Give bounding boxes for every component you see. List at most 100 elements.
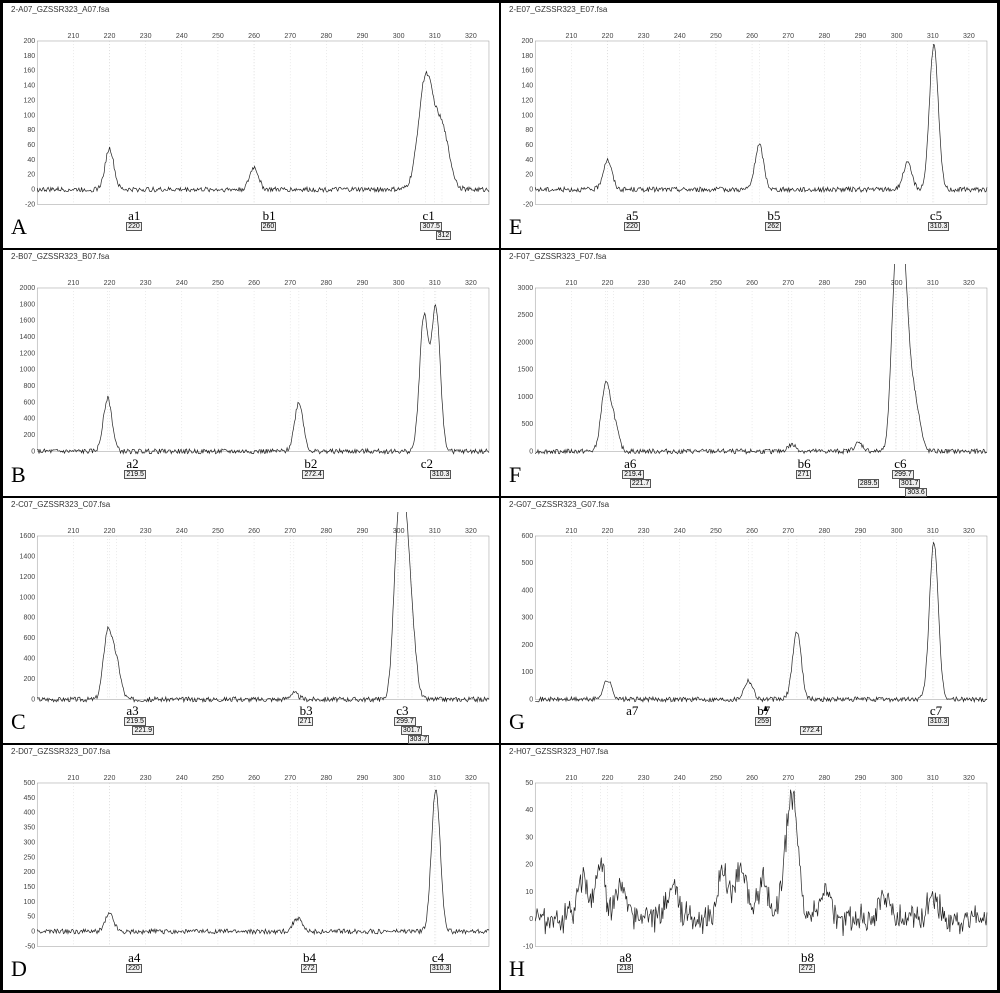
electropherogram-A: 210220230240250260270280290300310320-200… [9,17,493,218]
svg-text:210: 210 [67,775,79,782]
electropherogram-F: 2102202302402502602702802903003103200500… [507,264,991,465]
svg-text:-20: -20 [523,201,533,208]
svg-text:160: 160 [521,68,533,75]
svg-text:230: 230 [638,527,650,534]
allele-size-box: 220 [126,222,142,231]
svg-text:1800: 1800 [20,302,36,309]
svg-text:20: 20 [525,172,533,179]
svg-text:2000: 2000 [518,340,534,347]
peak-sub-label: a7 [626,703,638,719]
svg-text:280: 280 [320,527,332,534]
svg-text:600: 600 [23,400,35,407]
allele-size-box: 301.7 [899,479,921,488]
svg-text:310: 310 [429,280,441,287]
svg-text:220: 220 [104,527,116,534]
svg-text:240: 240 [674,33,686,40]
svg-text:600: 600 [521,533,533,540]
svg-text:1400: 1400 [20,553,36,560]
file-header: 2-F07_GZSSR323_F07.fsa [509,252,606,261]
svg-text:-10: -10 [523,943,533,950]
svg-text:40: 40 [27,157,35,164]
svg-text:-20: -20 [25,201,35,208]
allele-size-box: 259 [755,717,771,726]
svg-text:310: 310 [429,527,441,534]
electropherogram-G: 2102202302402502602702802903003103200100… [507,512,991,713]
svg-text:270: 270 [284,775,296,782]
svg-text:0: 0 [31,449,35,456]
allele-size-box: 272 [799,964,815,973]
svg-text:270: 270 [782,33,794,40]
svg-text:210: 210 [565,527,577,534]
svg-text:210: 210 [565,33,577,40]
svg-text:300: 300 [23,839,35,846]
svg-text:50: 50 [27,913,35,920]
allele-size-box: 310.3 [928,717,950,726]
svg-text:250: 250 [212,775,224,782]
svg-text:250: 250 [710,280,722,287]
svg-text:240: 240 [674,280,686,287]
svg-text:40: 40 [525,157,533,164]
svg-text:270: 270 [782,527,794,534]
svg-text:140: 140 [23,83,35,90]
svg-text:150: 150 [23,884,35,891]
svg-text:250: 250 [23,854,35,861]
svg-text:260: 260 [248,280,260,287]
panel-B: 2-B07_GZSSR323_B07.fsa 21022023024025026… [2,249,500,496]
svg-text:240: 240 [176,33,188,40]
svg-text:310: 310 [429,33,441,40]
svg-text:320: 320 [465,280,477,287]
file-header: 2-E07_GZSSR323_E07.fsa [509,5,607,14]
allele-size-box: 310.3 [928,222,950,231]
svg-text:800: 800 [23,383,35,390]
electropherogram-C: 2102202302402502602702802903003103200200… [9,512,493,713]
svg-text:320: 320 [963,775,975,782]
svg-text:310: 310 [927,775,939,782]
svg-text:200: 200 [521,38,533,45]
electropherogram-D: 210220230240250260270280290300310320-500… [9,759,493,960]
svg-text:250: 250 [212,280,224,287]
svg-text:210: 210 [67,280,79,287]
svg-text:300: 300 [393,280,405,287]
svg-text:290: 290 [357,280,369,287]
file-header: 2-G07_GZSSR323_G07.fsa [509,500,609,509]
allele-size-box: 299.7 [892,470,914,479]
svg-text:100: 100 [521,669,533,676]
svg-text:250: 250 [212,527,224,534]
allele-size-box: 303.6 [905,488,927,497]
svg-text:140: 140 [521,83,533,90]
file-header: 2-C07_GZSSR323_C07.fsa [11,500,110,509]
svg-text:320: 320 [465,527,477,534]
svg-text:280: 280 [320,280,332,287]
svg-text:280: 280 [320,33,332,40]
allele-size-box: 219.5 [124,717,146,726]
allele-size-box: 220 [126,964,142,973]
svg-text:260: 260 [248,775,260,782]
svg-text:260: 260 [248,33,260,40]
svg-text:230: 230 [140,527,152,534]
electropherogram-grid: 2-A07_GZSSR323_A07.fsa 210 220 230 240 250 26… [0,0,1000,993]
svg-text:290: 290 [855,775,867,782]
panel-letter: G [509,709,525,735]
allele-size-box: 272.4 [800,726,822,735]
svg-text:200: 200 [521,641,533,648]
svg-text:160: 160 [23,68,35,75]
svg-text:0: 0 [529,916,533,923]
svg-text:100: 100 [23,112,35,119]
svg-text:180: 180 [521,53,533,60]
panel-E: 2-E07_GZSSR323_E07.fsa 21022023024025026… [500,2,998,249]
svg-text:-50: -50 [25,943,35,950]
panel-letter: C [11,709,26,735]
svg-text:280: 280 [818,775,830,782]
svg-text:450: 450 [23,795,35,802]
panel-G: 2-G07_GZSSR323_G07.fsa 21022023024025026… [500,497,998,744]
svg-text:230: 230 [140,33,152,40]
svg-text:250: 250 [710,33,722,40]
allele-size-box: 272.4 [302,470,324,479]
svg-text:260: 260 [746,33,758,40]
file-header: 2-A07_GZSSR323_A07.fsa [11,5,109,14]
svg-text:280: 280 [818,280,830,287]
panel-H: 2-H07_GZSSR323_H07.fsa 21022023024025026… [500,744,998,991]
panel-D: 2-D07_GZSSR323_D07.fsa 21022023024025026… [2,744,500,991]
allele-size-box: 301.7 [401,726,423,735]
electropherogram-H: 210220230240250260270280290300310320-100… [507,759,991,960]
